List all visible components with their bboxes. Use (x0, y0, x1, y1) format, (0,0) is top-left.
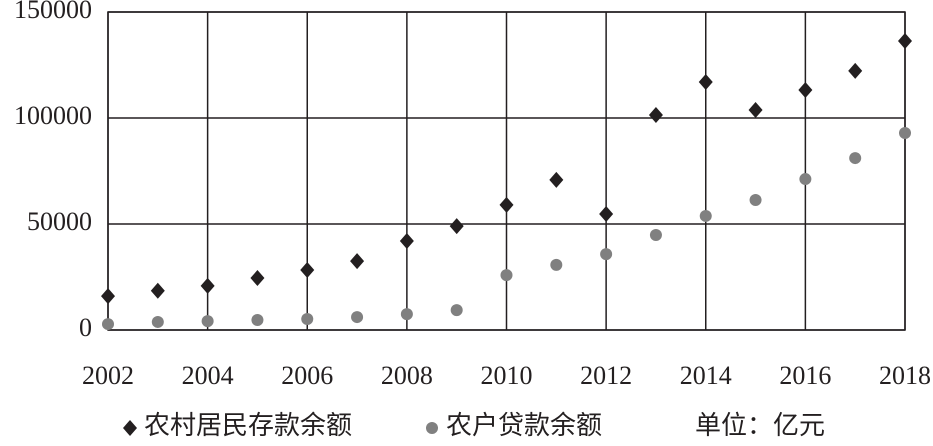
x-tick-label: 2002 (82, 361, 134, 390)
plot-frame (107, 11, 906, 331)
point (301, 312, 314, 325)
point (550, 258, 563, 271)
legend-marker (426, 422, 438, 434)
point (300, 262, 315, 279)
point (648, 107, 663, 124)
point (899, 127, 911, 140)
point (250, 270, 265, 287)
x-tick-label: 2004 (182, 361, 234, 390)
point (799, 173, 812, 186)
point (898, 33, 912, 50)
point (798, 82, 813, 99)
point (649, 229, 662, 242)
point (251, 314, 264, 327)
point (200, 277, 215, 294)
x-tick-label: 2014 (680, 361, 732, 390)
point (449, 218, 464, 235)
point (849, 152, 862, 165)
point (151, 315, 164, 328)
y-tick-label: 0 (79, 313, 92, 342)
x-tick-label: 2012 (580, 361, 632, 390)
point (749, 194, 762, 207)
point (399, 232, 414, 249)
y-tick-label: 150000 (14, 0, 92, 24)
x-tick-label: 2008 (381, 361, 433, 390)
point (500, 269, 513, 282)
annotation: 单位：亿元 (695, 411, 825, 440)
point (600, 248, 613, 261)
point (201, 315, 214, 328)
x-tick-label: 2016 (779, 361, 831, 390)
legend-label: 农村居民存款余额 (144, 411, 352, 440)
point (748, 101, 763, 118)
point (102, 318, 114, 331)
x-tick-label: 2006 (281, 361, 333, 390)
x-tick-label: 2010 (481, 361, 533, 390)
point (549, 171, 564, 188)
point (150, 282, 165, 299)
point (599, 206, 614, 223)
y-tick-label: 50000 (27, 207, 92, 236)
point (499, 196, 514, 213)
point (101, 288, 115, 305)
point (400, 308, 413, 321)
point (450, 304, 463, 317)
y-tick-label: 100000 (14, 101, 92, 130)
point (848, 62, 863, 79)
point (699, 209, 712, 222)
point (350, 253, 365, 270)
legend-label: 农户贷款余额 (446, 411, 602, 440)
legend-marker (123, 420, 137, 436)
x-tick-label: 2018 (879, 361, 931, 390)
point (351, 311, 364, 324)
point (698, 73, 713, 90)
